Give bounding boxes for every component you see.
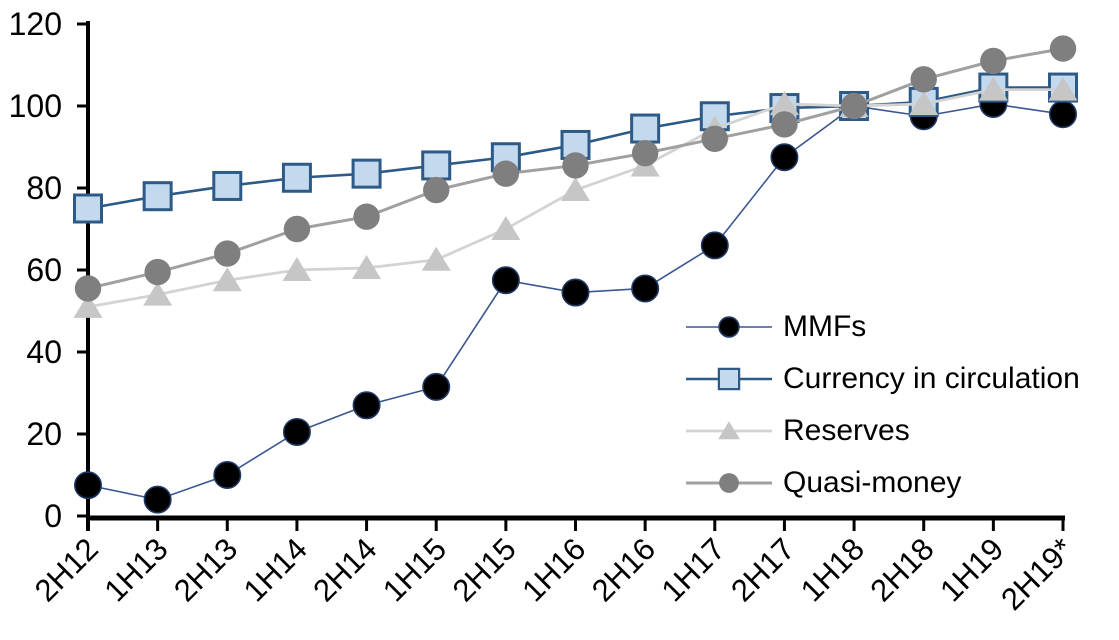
legend-key-mmfs-icon bbox=[684, 310, 774, 344]
x-tick-label-2h14: 2H14 bbox=[306, 531, 383, 608]
quasi-money-point-1h15 bbox=[423, 176, 450, 204]
legend-swatch-mmfs bbox=[718, 316, 740, 338]
reserves-point-2h18 bbox=[909, 90, 939, 115]
quasi-money-point-2h13 bbox=[214, 240, 241, 267]
legend-key-currency-icon bbox=[684, 362, 774, 396]
reserves-point-2h15 bbox=[491, 216, 521, 240]
quasi-money-point-1h14 bbox=[283, 215, 311, 243]
legend-marker-reserves-icon bbox=[686, 421, 772, 440]
legend: MMFs Currency in circulation Reserves Qu… bbox=[684, 301, 1080, 509]
y-tick-label: 80 bbox=[26, 170, 62, 206]
quasi-money-point-2h17 bbox=[771, 111, 798, 138]
currency-in-circulation-point-1h15 bbox=[421, 150, 452, 181]
quasi-money-point-2h15 bbox=[492, 160, 520, 187]
currency-in-circulation-point-1h14 bbox=[281, 162, 312, 193]
quasi-money-point-1h18 bbox=[840, 92, 868, 120]
y-tick-label: 60 bbox=[26, 252, 62, 288]
reserves-point-1h14 bbox=[282, 257, 312, 281]
quasi-money-point-1h19 bbox=[980, 47, 1007, 75]
x-tick-label-2h16: 2H16 bbox=[585, 531, 662, 608]
reserves-point-1h19 bbox=[978, 76, 1008, 101]
mmfs-point-1h14 bbox=[282, 417, 311, 446]
currency-in-circulation-point-1h13 bbox=[142, 181, 173, 212]
quasi-money-point-1h17 bbox=[701, 125, 728, 152]
legend-label-mmfs: MMFs bbox=[783, 310, 867, 343]
currency-in-circulation-point-2h12 bbox=[73, 193, 103, 224]
quasi-money-point-1h16 bbox=[562, 152, 589, 179]
legend-swatch-reserves bbox=[718, 421, 740, 440]
legend-key-reserves-icon bbox=[684, 414, 774, 448]
mmfs-point-2h16 bbox=[631, 274, 660, 303]
y-tick-label: 120 bbox=[9, 6, 62, 42]
y-tick-label: 100 bbox=[9, 88, 62, 124]
mmfs-point-2h12 bbox=[74, 471, 103, 500]
x-tick-label-1h16: 1H16 bbox=[515, 531, 592, 608]
mmfs-point-1h15 bbox=[422, 372, 451, 401]
x-tick-label-1h18: 1H18 bbox=[794, 531, 871, 608]
x-tick-label-2h12: 2H12 bbox=[28, 531, 105, 608]
mmfs-point-1h13 bbox=[143, 485, 172, 514]
mmfs-point-2h15 bbox=[491, 266, 520, 295]
reserves-point-1h13 bbox=[143, 281, 173, 306]
legend-swatch-currency-in-circulation bbox=[717, 367, 741, 391]
reserves-point-2h14 bbox=[352, 254, 382, 279]
legend-key-quasi-money-icon bbox=[684, 466, 774, 500]
quasi-money-point-2h16 bbox=[631, 139, 659, 167]
legend-label-quasi-money: Quasi-money bbox=[783, 466, 962, 499]
quasi-money-point-2h14 bbox=[353, 203, 380, 230]
x-tick-label-1h17: 1H17 bbox=[655, 531, 732, 608]
reserves-point-2h17 bbox=[769, 90, 799, 115]
mmfs-point-2h14 bbox=[352, 391, 381, 420]
legend-marker-mmfs-icon bbox=[686, 316, 772, 338]
currency-in-circulation-point-2h14 bbox=[351, 158, 382, 189]
currency-in-circulation-point-2h16 bbox=[630, 113, 661, 144]
legend-label-currency-in-circulation: Currency in circulation bbox=[783, 362, 1080, 395]
legend-item-reserves: Reserves bbox=[684, 405, 1080, 457]
legend-item-mmfs: MMFs bbox=[684, 301, 1080, 353]
legend-item-currency-in-circulation: Currency in circulation bbox=[684, 353, 1080, 405]
legend-item-quasi-money: Quasi-money bbox=[684, 457, 1080, 509]
reserves-point-2h12 bbox=[73, 293, 103, 318]
y-tick-label: 0 bbox=[44, 498, 62, 534]
mmfs-point-1h16 bbox=[561, 278, 590, 307]
y-tick-label: 20 bbox=[26, 416, 62, 452]
quasi-money-point-1h13 bbox=[144, 258, 171, 286]
mmfs-point-2h13 bbox=[213, 460, 242, 489]
reserves-point-2h19 bbox=[1048, 76, 1078, 101]
currency-in-circulation-point-2h13 bbox=[212, 170, 243, 201]
mmfs-point-2h17 bbox=[770, 143, 799, 172]
series-quasi-money bbox=[74, 35, 1077, 302]
x-tick-label-2h15: 2H15 bbox=[446, 531, 523, 608]
y-tick-label: 40 bbox=[26, 334, 62, 370]
legend-swatch-quasi-money bbox=[719, 473, 739, 493]
x-tick-label-1h15: 1H15 bbox=[376, 531, 453, 608]
reserves-point-1h16 bbox=[561, 177, 590, 202]
x-tick-label-2h19: 2H19* bbox=[994, 531, 1080, 617]
x-tick-label-2h17: 2H17 bbox=[724, 531, 801, 608]
reserves-point-1h15 bbox=[421, 246, 451, 271]
quasi-money-point-2h18 bbox=[910, 66, 937, 93]
x-tick-label-1h14: 1H14 bbox=[237, 531, 314, 608]
x-tick-label-2h13: 2H13 bbox=[167, 531, 244, 608]
mmfs-point-1h17 bbox=[700, 231, 729, 260]
x-tick-label-1h13: 1H13 bbox=[97, 531, 174, 608]
mmfs-point-2h19 bbox=[1049, 100, 1078, 129]
x-tick-label-2h18: 2H18 bbox=[864, 531, 941, 608]
quasi-money-point-2h19 bbox=[1049, 35, 1077, 62]
legend-marker-currency-in-circulation-icon bbox=[686, 367, 772, 391]
quasi-money-point-2h12 bbox=[74, 275, 102, 302]
legend-label-reserves: Reserves bbox=[783, 414, 910, 447]
legend-marker-quasi-money-icon bbox=[686, 473, 772, 493]
reserves-point-2h13 bbox=[212, 267, 242, 292]
